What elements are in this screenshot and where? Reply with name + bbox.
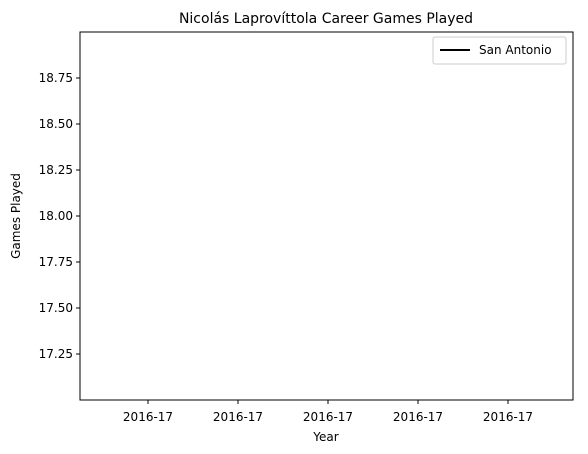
x-axis-title: Year bbox=[312, 430, 338, 444]
y-tick-label: 17.50 bbox=[39, 301, 73, 315]
x-tick-label: 2016-17 bbox=[483, 410, 533, 424]
chart-title: Nicolás Laprovíttola Career Games Played bbox=[179, 11, 473, 27]
x-axis: 2016-17 2016-17 2016-17 2016-17 2016-17 bbox=[123, 400, 533, 424]
y-tick-label: 17.75 bbox=[39, 255, 73, 269]
x-tick-label: 2016-17 bbox=[123, 410, 173, 424]
legend-label-san-antonio: San Antonio bbox=[479, 43, 552, 57]
legend: San Antonio bbox=[432, 36, 567, 65]
y-tick-label: 17.25 bbox=[39, 347, 73, 361]
y-axis: 17.25 17.50 17.75 18.00 18.25 18.50 18.75 bbox=[39, 71, 80, 361]
y-tick-label: 18.00 bbox=[39, 209, 73, 223]
y-axis-title: Games Played bbox=[9, 173, 23, 259]
x-tick-label: 2016-17 bbox=[213, 410, 263, 424]
y-tick-label: 18.50 bbox=[39, 117, 73, 131]
x-tick-label: 2016-17 bbox=[303, 410, 353, 424]
y-tick-label: 18.25 bbox=[39, 163, 73, 177]
x-tick-label: 2016-17 bbox=[393, 410, 443, 424]
y-tick-label: 18.75 bbox=[39, 71, 73, 85]
legend-box bbox=[432, 36, 567, 65]
